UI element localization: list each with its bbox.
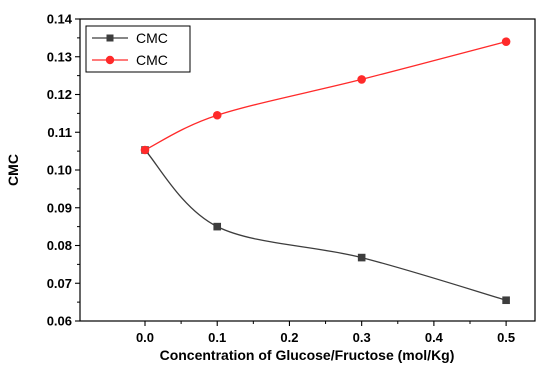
legend-marker-1 <box>105 55 115 65</box>
legend-label-1: CMC <box>136 52 168 68</box>
x-tick-label-5: 0.5 <box>497 330 515 345</box>
series-1-point-0 <box>140 145 150 155</box>
legend: CMC CMC <box>85 25 191 73</box>
y-tick-label-1: 0.07 <box>47 276 72 291</box>
legend-box <box>85 25 191 73</box>
x-tick-label-0: 0.0 <box>136 330 154 345</box>
y-tick-label-4: 0.10 <box>47 163 72 178</box>
series-1-point-1 <box>212 110 222 120</box>
series-0-point-1 <box>213 222 222 231</box>
y-axis-ticks: 0.06 0.07 0.08 0.09 0.10 0.11 0.12 0.13 0.14 <box>47 12 80 329</box>
y-tick-label-8: 0.14 <box>47 12 73 27</box>
x-axis-ticks: 0.0 0.1 0.2 0.3 0.4 0.5 <box>136 321 515 345</box>
y-tick-label-0: 0.06 <box>47 314 72 329</box>
x-tick-label-3: 0.3 <box>353 330 371 345</box>
series-0-point-2 <box>357 253 366 262</box>
y-tick-label-6: 0.12 <box>47 87 72 102</box>
legend-marker-0 <box>106 34 114 42</box>
y-axis-title: CMC <box>5 154 21 186</box>
series-line-1 <box>144 41 507 151</box>
series-0-point-3 <box>502 296 510 305</box>
series-1-point-3 <box>501 37 511 46</box>
y-tick-label-5: 0.11 <box>47 125 72 140</box>
x-tick-label-4: 0.4 <box>425 330 444 345</box>
series-1-point-2 <box>357 75 366 84</box>
y-tick-label-3: 0.09 <box>47 200 72 215</box>
x-tick-label-2: 0.2 <box>280 330 298 345</box>
y-tick-label-2: 0.08 <box>47 238 72 253</box>
series-line-0 <box>144 149 507 301</box>
series-layer <box>140 37 511 305</box>
legend-label-0: CMC <box>136 30 168 46</box>
y-tick-label-7: 0.13 <box>47 49 72 64</box>
x-axis-title: Concentration of Glucose/Fructose (mol/K… <box>160 347 455 363</box>
x-tick-label-1: 0.1 <box>208 330 226 345</box>
